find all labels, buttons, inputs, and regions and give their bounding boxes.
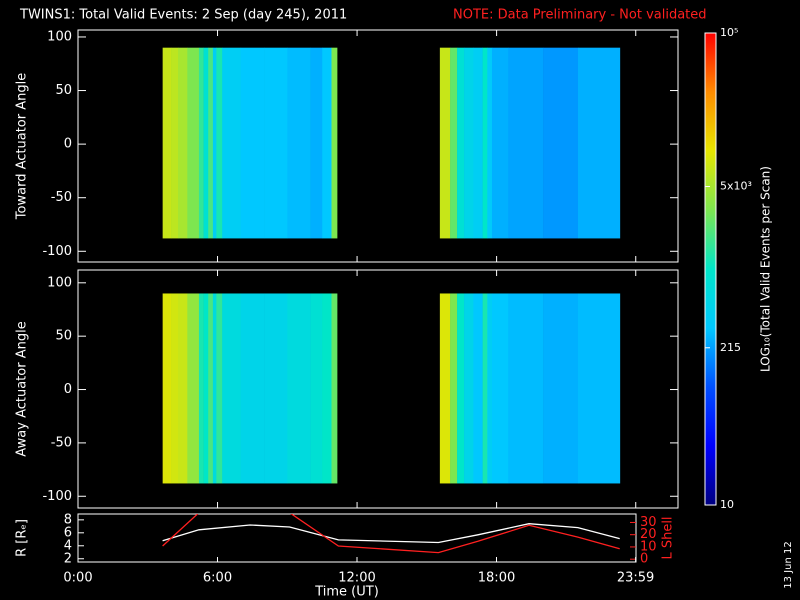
heat-column <box>198 47 204 239</box>
heat-column <box>171 47 179 239</box>
heat-column <box>439 47 451 239</box>
y-tick-label: -100 <box>42 244 72 259</box>
heat-column <box>473 47 483 239</box>
heat-column <box>178 293 188 484</box>
heat-column <box>216 293 223 484</box>
heat-column <box>450 47 458 239</box>
heat-column <box>508 47 544 239</box>
heat-column <box>457 293 465 484</box>
heat-column <box>543 293 579 484</box>
y-tick-label: 0 <box>64 382 72 397</box>
heat-column <box>171 293 179 484</box>
series-line <box>162 523 620 544</box>
plot-frame <box>77 513 637 563</box>
heat-column <box>287 47 311 239</box>
heat-column <box>331 47 338 239</box>
heat-column <box>212 47 217 239</box>
heat-column <box>203 47 209 239</box>
heat-column <box>187 47 200 239</box>
heat-column <box>264 47 288 239</box>
y-tick-label: -50 <box>51 190 72 205</box>
x-axis-label: Time (UT) <box>314 585 379 600</box>
heat-column <box>162 47 172 239</box>
plot-frame <box>77 269 679 509</box>
x-tick-label: 18:00 <box>478 571 515 586</box>
heat-column <box>482 47 488 239</box>
x-tick-label: 23:59 <box>617 571 654 586</box>
heat-column <box>487 47 493 239</box>
line-group <box>162 514 620 554</box>
y-tick-label: 2 <box>64 551 72 566</box>
y-tick-label: 50 <box>55 329 72 344</box>
heat-column <box>543 47 579 239</box>
heat-column <box>487 293 493 484</box>
heat-column <box>222 47 242 239</box>
heat-column <box>464 293 474 484</box>
heat-column <box>464 47 474 239</box>
heat-column <box>216 47 223 239</box>
heat-column <box>222 293 242 484</box>
plot-frame <box>77 29 679 263</box>
heat-column <box>491 293 509 484</box>
heat-column <box>162 293 172 484</box>
series-line <box>162 514 620 554</box>
y2-axis-label: L Shell <box>661 516 676 559</box>
y-tick-label: 8 <box>64 512 72 527</box>
y-axis-label: R [Rₑ] <box>15 519 30 557</box>
y-tick-label: 50 <box>55 83 72 98</box>
heat-column <box>198 293 204 484</box>
heat-column <box>578 293 621 484</box>
heat-column <box>178 47 188 239</box>
y2-tick-label: 20 <box>640 527 657 542</box>
heat-column <box>203 293 209 484</box>
heat-column <box>322 47 332 239</box>
heat-column <box>187 293 200 484</box>
colorbar-label: LOG₁₀(Total Valid Events per Scan) <box>759 166 773 372</box>
colorbar-tick-label: 5x10³ <box>720 180 752 193</box>
y-axis-label: Away Actuator Angle <box>15 321 30 456</box>
heat-column <box>264 293 288 484</box>
y2-tick-label: 30 <box>640 515 657 530</box>
heat-column <box>212 293 217 484</box>
y2-tick-label: 0 <box>640 552 648 567</box>
y-tick-label: -100 <box>42 489 72 504</box>
heat-column <box>457 47 465 239</box>
x-tick-label: 12:00 <box>338 571 375 586</box>
note: NOTE: Data Preliminary - Not validated <box>453 8 707 23</box>
heat-column <box>578 47 621 239</box>
heat-column <box>310 47 323 239</box>
heat-column <box>240 293 265 484</box>
heat-column <box>310 293 323 484</box>
y-tick-label: 4 <box>64 538 72 553</box>
heat-column <box>450 293 458 484</box>
y-tick-label: 100 <box>47 29 72 44</box>
y2-tick-label: 10 <box>640 539 657 554</box>
heat-column <box>331 293 338 484</box>
heat-column <box>287 293 311 484</box>
y-axis-label: Toward Actuator Angle <box>15 73 30 220</box>
x-tick-label: 0:00 <box>63 571 92 586</box>
heat-column <box>491 47 509 239</box>
y-tick-label: -50 <box>51 435 72 450</box>
x-tick-label: 6:00 <box>203 571 232 586</box>
y-tick-label: 0 <box>64 137 72 152</box>
chart-title: TWINS1: Total Valid Events: 2 Sep (day 2… <box>19 8 347 23</box>
y-tick-label: 6 <box>64 525 72 540</box>
heat-column <box>240 47 265 239</box>
heat-column <box>473 293 483 484</box>
heat-column <box>208 47 214 239</box>
heat-column <box>208 293 214 484</box>
heat-column <box>482 293 488 484</box>
colorbar-tick-label: 10 <box>720 498 734 511</box>
date-stamp: 13 Jun 12 <box>783 541 794 588</box>
y-tick-label: 100 <box>47 275 72 290</box>
heat-column <box>322 293 332 484</box>
colorbar <box>704 32 717 506</box>
heat-column <box>439 293 451 484</box>
colorbar-tick-label: 10⁵ <box>720 26 738 39</box>
heat-column <box>508 293 544 484</box>
colorbar-tick-label: 215 <box>720 341 741 354</box>
